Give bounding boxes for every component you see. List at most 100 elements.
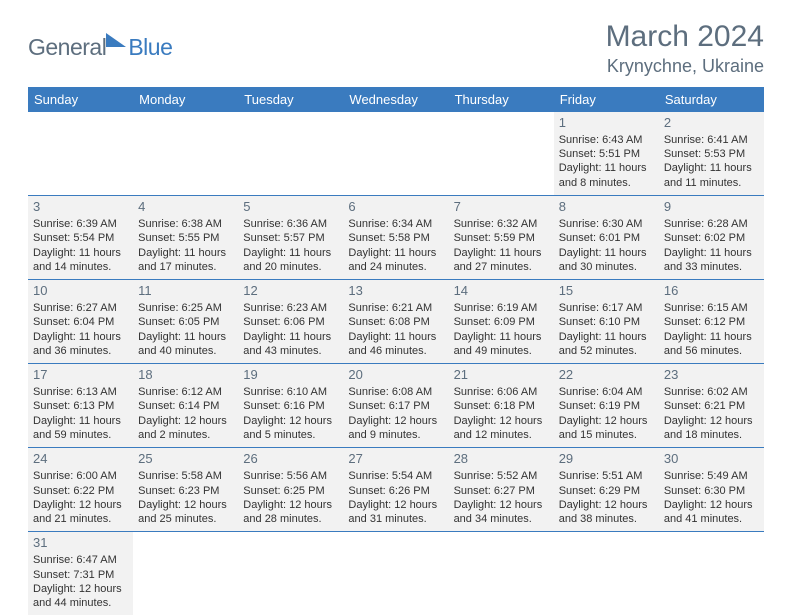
day-sunrise: Sunrise: 5:54 AM	[348, 469, 443, 483]
calendar-day-cell: 23Sunrise: 6:02 AMSunset: 6:21 PMDayligh…	[659, 364, 764, 448]
day-sunrise: Sunrise: 6:39 AM	[33, 217, 128, 231]
day-day1: Daylight: 12 hours	[243, 414, 338, 428]
day-number: 10	[33, 283, 128, 300]
day-sunrise: Sunrise: 6:47 AM	[33, 553, 128, 567]
day-sunrise: Sunrise: 6:28 AM	[664, 217, 759, 231]
day-sunset: Sunset: 5:51 PM	[559, 147, 654, 161]
day-day1: Daylight: 11 hours	[33, 414, 128, 428]
day-sunrise: Sunrise: 5:49 AM	[664, 469, 759, 483]
day-sunset: Sunset: 7:31 PM	[33, 568, 128, 582]
day-day1: Daylight: 12 hours	[559, 414, 654, 428]
day-day1: Daylight: 12 hours	[243, 498, 338, 512]
day-day2: and 24 minutes.	[348, 260, 443, 274]
day-day1: Daylight: 12 hours	[33, 498, 128, 512]
calendar-day-cell: 6Sunrise: 6:34 AMSunset: 5:58 PMDaylight…	[343, 196, 448, 280]
day-sunrise: Sunrise: 6:41 AM	[664, 133, 759, 147]
day-number: 16	[664, 283, 759, 300]
day-day1: Daylight: 11 hours	[454, 246, 549, 260]
calendar-week-row: 10Sunrise: 6:27 AMSunset: 6:04 PM Dayligh…	[28, 280, 764, 364]
day-sunrise: Sunrise: 6:36 AM	[243, 217, 338, 231]
day-sunset: Sunset: 5:53 PM	[664, 147, 759, 161]
day-day1: Daylight: 11 hours	[348, 330, 443, 344]
day-number: 11	[138, 283, 233, 300]
day-number: 18	[138, 367, 233, 384]
day-day2: and 28 minutes.	[243, 512, 338, 526]
calendar-day-cell: 9Sunrise: 6:28 AMSunset: 6:02 PMDaylight…	[659, 196, 764, 280]
day-sunrise: Sunrise: 6:12 AM	[138, 385, 233, 399]
day-sunrise: Sunrise: 6:08 AM	[348, 385, 443, 399]
calendar-day-cell: 11Sunrise: 6:25 AMSunset: 6:05 PMDayligh…	[133, 280, 238, 364]
day-sunset: Sunset: 6:27 PM	[454, 484, 549, 498]
day-sunset: Sunset: 6:17 PM	[348, 399, 443, 413]
location-label: Krynychne, Ukraine	[606, 56, 764, 77]
calendar-day-cell: 12Sunrise: 6:23 AMSunset: 6:06 PMDayligh…	[238, 280, 343, 364]
day-number: 26	[243, 451, 338, 468]
calendar-day-cell	[133, 532, 238, 615]
day-day1: Daylight: 12 hours	[348, 414, 443, 428]
calendar-day-cell: 16Sunrise: 6:15 AMSunset: 6:12 PMDayligh…	[659, 280, 764, 364]
day-day2: and 36 minutes.	[33, 344, 128, 358]
weekday-thursday: Thursday	[449, 87, 554, 112]
day-day1: Daylight: 11 hours	[138, 246, 233, 260]
calendar-day-cell: 18Sunrise: 6:12 AMSunset: 6:14 PMDayligh…	[133, 364, 238, 448]
day-day1: Daylight: 12 hours	[138, 414, 233, 428]
day-number: 8	[559, 199, 654, 216]
calendar-week-row: 24Sunrise: 6:00 AMSunset: 6:22 PMDayligh…	[28, 448, 764, 532]
calendar-day-cell	[449, 112, 554, 196]
day-sunrise: Sunrise: 5:52 AM	[454, 469, 549, 483]
weekday-monday: Monday	[133, 87, 238, 112]
day-sunrise: Sunrise: 6:27 AM	[33, 301, 128, 315]
day-day1: Daylight: 11 hours	[138, 330, 233, 344]
calendar-day-cell: 20Sunrise: 6:08 AMSunset: 6:17 PMDayligh…	[343, 364, 448, 448]
day-day2: and 30 minutes.	[559, 260, 654, 274]
day-sunset: Sunset: 6:30 PM	[664, 484, 759, 498]
calendar-week-row: 3Sunrise: 6:39 AMSunset: 5:54 PMDaylight…	[28, 196, 764, 280]
day-day2: and 31 minutes.	[348, 512, 443, 526]
day-sunrise: Sunrise: 6:02 AM	[664, 385, 759, 399]
weekday-saturday: Saturday	[659, 87, 764, 112]
day-number: 6	[348, 199, 443, 216]
day-number: 9	[664, 199, 759, 216]
day-sunrise: Sunrise: 6:30 AM	[559, 217, 654, 231]
day-number: 7	[454, 199, 549, 216]
day-day2: and 2 minutes.	[138, 428, 233, 442]
calendar-day-cell: 26Sunrise: 5:56 AMSunset: 6:25 PMDayligh…	[238, 448, 343, 532]
day-sunset: Sunset: 5:57 PM	[243, 231, 338, 245]
day-sunset: Sunset: 6:04 PM	[33, 315, 128, 329]
day-sunset: Sunset: 5:59 PM	[454, 231, 549, 245]
calendar-day-cell: 5Sunrise: 6:36 AMSunset: 5:57 PMDaylight…	[238, 196, 343, 280]
day-day2: and 14 minutes.	[33, 260, 128, 274]
day-day1: Daylight: 11 hours	[664, 161, 759, 175]
day-sunset: Sunset: 6:01 PM	[559, 231, 654, 245]
day-sunrise: Sunrise: 5:51 AM	[559, 469, 654, 483]
calendar-day-cell: 15Sunrise: 6:17 AMSunset: 6:10 PMDayligh…	[554, 280, 659, 364]
day-day1: Daylight: 12 hours	[454, 414, 549, 428]
day-sunset: Sunset: 6:06 PM	[243, 315, 338, 329]
day-sunrise: Sunrise: 6:32 AM	[454, 217, 549, 231]
day-day2: and 59 minutes.	[33, 428, 128, 442]
day-day1: Daylight: 12 hours	[559, 498, 654, 512]
day-number: 15	[559, 283, 654, 300]
day-number: 2	[664, 115, 759, 132]
day-sunrise: Sunrise: 6:00 AM	[33, 469, 128, 483]
day-sunrise: Sunrise: 6:25 AM	[138, 301, 233, 315]
day-number: 24	[33, 451, 128, 468]
day-day1: Daylight: 11 hours	[348, 246, 443, 260]
day-day1: Daylight: 12 hours	[664, 414, 759, 428]
day-day2: and 15 minutes.	[559, 428, 654, 442]
calendar-day-cell: 21Sunrise: 6:06 AMSunset: 6:18 PMDayligh…	[449, 364, 554, 448]
day-sunset: Sunset: 6:21 PM	[664, 399, 759, 413]
day-day2: and 52 minutes.	[559, 344, 654, 358]
calendar-day-cell: 22Sunrise: 6:04 AMSunset: 6:19 PMDayligh…	[554, 364, 659, 448]
calendar-day-cell	[238, 532, 343, 615]
calendar-day-cell: 27Sunrise: 5:54 AMSunset: 6:26 PMDayligh…	[343, 448, 448, 532]
day-day1: Daylight: 11 hours	[33, 246, 128, 260]
day-day2: and 33 minutes.	[664, 260, 759, 274]
weekday-friday: Friday	[554, 87, 659, 112]
logo-text-blue: Blue	[128, 34, 172, 61]
day-sunset: Sunset: 6:02 PM	[664, 231, 759, 245]
header: General Blue March 2024 Krynychne, Ukrai…	[28, 20, 764, 77]
day-number: 5	[243, 199, 338, 216]
day-day1: Daylight: 12 hours	[33, 582, 128, 596]
calendar-day-cell: 28Sunrise: 5:52 AMSunset: 6:27 PMDayligh…	[449, 448, 554, 532]
